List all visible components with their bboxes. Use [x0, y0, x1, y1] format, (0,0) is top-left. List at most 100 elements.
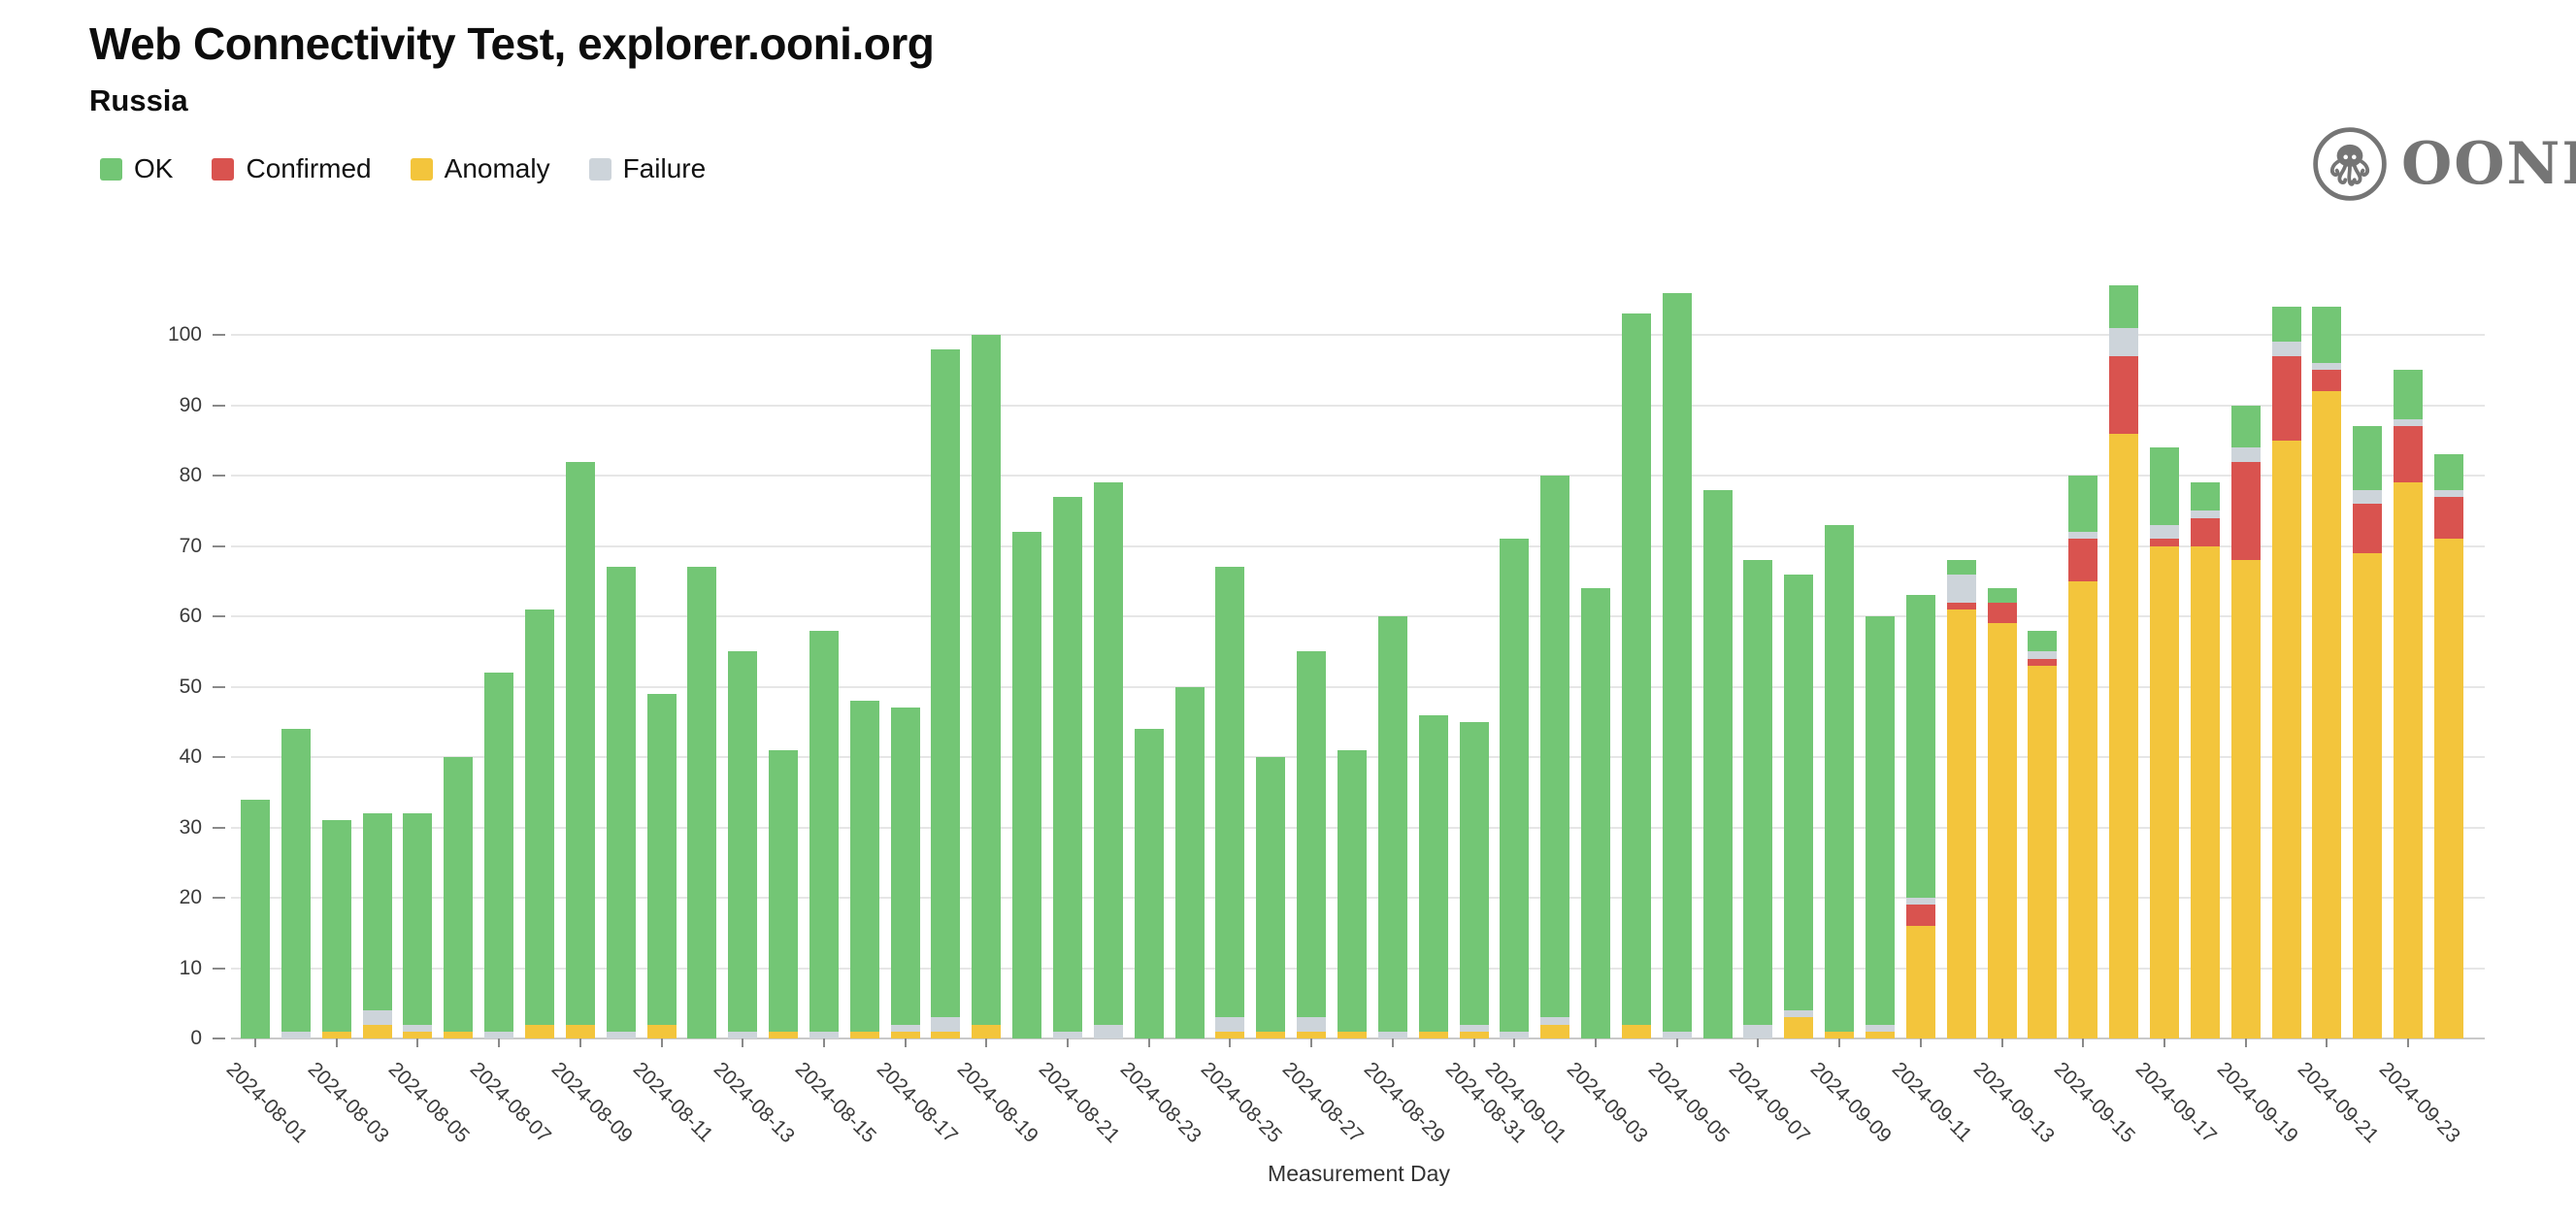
- bar-2024-08-22[interactable]: [1093, 482, 1123, 1038]
- bar-segment-ok[interactable]: [2230, 405, 2261, 447]
- bar-segment-failure[interactable]: [2028, 651, 2058, 659]
- bar-segment-anomaly[interactable]: [2312, 391, 2342, 1038]
- bar-segment-ok[interactable]: [1134, 729, 1164, 1038]
- bar-segment-ok[interactable]: [1987, 588, 2017, 603]
- bar-segment-anomaly[interactable]: [1215, 1031, 1245, 1038]
- bar-segment-ok[interactable]: [1662, 292, 1692, 1032]
- bar-segment-anomaly[interactable]: [1256, 1031, 1286, 1038]
- bar-segment-ok[interactable]: [241, 799, 270, 1038]
- bar-segment-ok[interactable]: [1377, 616, 1407, 1032]
- bar-2024-08-26[interactable]: [1256, 757, 1286, 1038]
- bar-segment-ok[interactable]: [687, 567, 717, 1038]
- bar-2024-08-29[interactable]: [1377, 616, 1407, 1038]
- bar-segment-anomaly[interactable]: [1987, 623, 2017, 1038]
- bar-segment-ok[interactable]: [972, 335, 1002, 1025]
- bar-segment-anomaly[interactable]: [1459, 1031, 1489, 1038]
- bar-segment-anomaly[interactable]: [362, 1024, 392, 1038]
- bar-segment-failure[interactable]: [1053, 1031, 1082, 1038]
- bar-2024-09-08[interactable]: [1784, 574, 1814, 1038]
- bar-2024-08-31[interactable]: [1459, 721, 1489, 1038]
- bar-segment-ok[interactable]: [1621, 313, 1651, 1025]
- bar-2024-09-02[interactable]: [1540, 476, 1570, 1038]
- bar-2024-08-18[interactable]: [931, 348, 961, 1038]
- bar-2024-09-09[interactable]: [1825, 524, 1855, 1038]
- bar-segment-failure[interactable]: [2068, 532, 2098, 540]
- bar-segment-ok[interactable]: [1418, 714, 1448, 1032]
- bar-segment-ok[interactable]: [2068, 476, 2098, 532]
- bar-2024-08-11[interactable]: [646, 693, 677, 1038]
- bar-segment-ok[interactable]: [1581, 588, 1611, 1038]
- bar-segment-confirmed[interactable]: [2433, 496, 2463, 540]
- bar-segment-failure[interactable]: [606, 1031, 636, 1038]
- bar-segment-confirmed[interactable]: [1905, 905, 1935, 926]
- bar-segment-ok[interactable]: [1784, 574, 1814, 1010]
- bar-2024-09-12[interactable]: [1946, 560, 1976, 1038]
- bar-segment-failure[interactable]: [1297, 1017, 1327, 1032]
- bar-2024-09-19[interactable]: [2230, 405, 2261, 1038]
- bar-segment-anomaly[interactable]: [1905, 926, 1935, 1038]
- bar-segment-anomaly[interactable]: [1866, 1031, 1895, 1038]
- bar-segment-ok[interactable]: [2028, 630, 2058, 652]
- bar-segment-confirmed[interactable]: [2271, 355, 2301, 441]
- bar-2024-09-03[interactable]: [1581, 588, 1611, 1038]
- bar-segment-ok[interactable]: [403, 813, 433, 1025]
- bar-segment-failure[interactable]: [403, 1024, 433, 1032]
- bar-2024-09-05[interactable]: [1662, 292, 1692, 1038]
- bar-segment-anomaly[interactable]: [2109, 433, 2139, 1038]
- bar-segment-ok[interactable]: [1905, 595, 1935, 898]
- bar-2024-08-15[interactable]: [809, 630, 839, 1038]
- bar-2024-09-11[interactable]: [1905, 595, 1935, 1038]
- bar-segment-ok[interactable]: [1215, 567, 1245, 1018]
- bar-segment-anomaly[interactable]: [1946, 609, 1976, 1038]
- bar-2024-08-16[interactable]: [849, 701, 879, 1038]
- bar-2024-08-19[interactable]: [972, 335, 1002, 1038]
- bar-2024-08-14[interactable]: [769, 749, 799, 1038]
- bar-segment-ok[interactable]: [890, 708, 920, 1025]
- bar-segment-anomaly[interactable]: [2230, 560, 2261, 1038]
- bar-segment-anomaly[interactable]: [1297, 1031, 1327, 1038]
- bar-segment-ok[interactable]: [2190, 482, 2220, 511]
- bar-segment-confirmed[interactable]: [2190, 517, 2220, 546]
- bar-segment-failure[interactable]: [809, 1031, 839, 1038]
- bar-segment-anomaly[interactable]: [2028, 665, 2058, 1038]
- bar-segment-anomaly[interactable]: [2149, 545, 2179, 1038]
- bar-2024-08-20[interactable]: [1012, 532, 1042, 1038]
- bar-segment-anomaly[interactable]: [1418, 1031, 1448, 1038]
- bar-segment-anomaly[interactable]: [524, 1024, 554, 1038]
- bar-segment-ok[interactable]: [1540, 476, 1570, 1018]
- bar-segment-ok[interactable]: [1743, 560, 1773, 1025]
- bar-2024-08-09[interactable]: [565, 461, 595, 1038]
- bar-segment-anomaly[interactable]: [849, 1031, 879, 1038]
- bar-2024-08-30[interactable]: [1418, 714, 1448, 1038]
- bar-2024-09-24[interactable]: [2433, 454, 2463, 1038]
- bar-segment-failure[interactable]: [2433, 489, 2463, 497]
- bar-segment-failure[interactable]: [1866, 1024, 1895, 1032]
- bar-segment-failure[interactable]: [1093, 1024, 1123, 1038]
- bar-2024-08-12[interactable]: [687, 567, 717, 1038]
- bar-2024-09-15[interactable]: [2068, 476, 2098, 1038]
- bar-segment-failure[interactable]: [2394, 419, 2424, 427]
- bar-segment-ok[interactable]: [1459, 721, 1489, 1025]
- bar-segment-anomaly[interactable]: [1337, 1031, 1367, 1038]
- bar-segment-anomaly[interactable]: [403, 1031, 433, 1038]
- bar-segment-ok[interactable]: [281, 729, 311, 1032]
- bar-segment-confirmed[interactable]: [2353, 504, 2383, 553]
- bar-segment-ok[interactable]: [849, 701, 879, 1032]
- bar-segment-anomaly[interactable]: [565, 1024, 595, 1038]
- bar-segment-confirmed[interactable]: [2312, 370, 2342, 391]
- bar-2024-09-04[interactable]: [1621, 313, 1651, 1038]
- bar-segment-anomaly[interactable]: [321, 1031, 351, 1038]
- bar-segment-ok[interactable]: [1174, 686, 1205, 1038]
- bar-segment-anomaly[interactable]: [890, 1031, 920, 1038]
- bar-segment-failure[interactable]: [281, 1031, 311, 1038]
- bar-segment-failure[interactable]: [1946, 574, 1976, 603]
- bar-2024-08-03[interactable]: [321, 820, 351, 1038]
- bar-segment-anomaly[interactable]: [2394, 482, 2424, 1038]
- bar-2024-09-06[interactable]: [1702, 489, 1733, 1038]
- bar-segment-anomaly[interactable]: [769, 1031, 799, 1038]
- bar-2024-08-28[interactable]: [1337, 749, 1367, 1038]
- bar-segment-anomaly[interactable]: [972, 1024, 1002, 1038]
- bar-segment-confirmed[interactable]: [1946, 602, 1976, 610]
- bar-segment-ok[interactable]: [1012, 532, 1042, 1038]
- bar-2024-08-01[interactable]: [241, 799, 270, 1038]
